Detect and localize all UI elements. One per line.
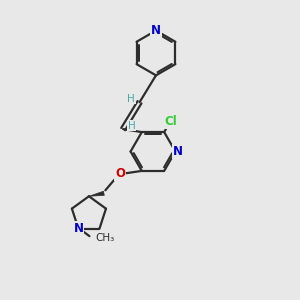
Text: CH₃: CH₃ [95, 232, 115, 243]
Text: H: H [127, 94, 135, 103]
Text: Cl: Cl [164, 115, 177, 128]
Text: N: N [74, 222, 83, 235]
Text: N: N [151, 24, 161, 37]
Polygon shape [89, 191, 104, 196]
Text: O: O [115, 167, 125, 180]
Text: N: N [173, 145, 183, 158]
Text: H: H [128, 121, 135, 130]
